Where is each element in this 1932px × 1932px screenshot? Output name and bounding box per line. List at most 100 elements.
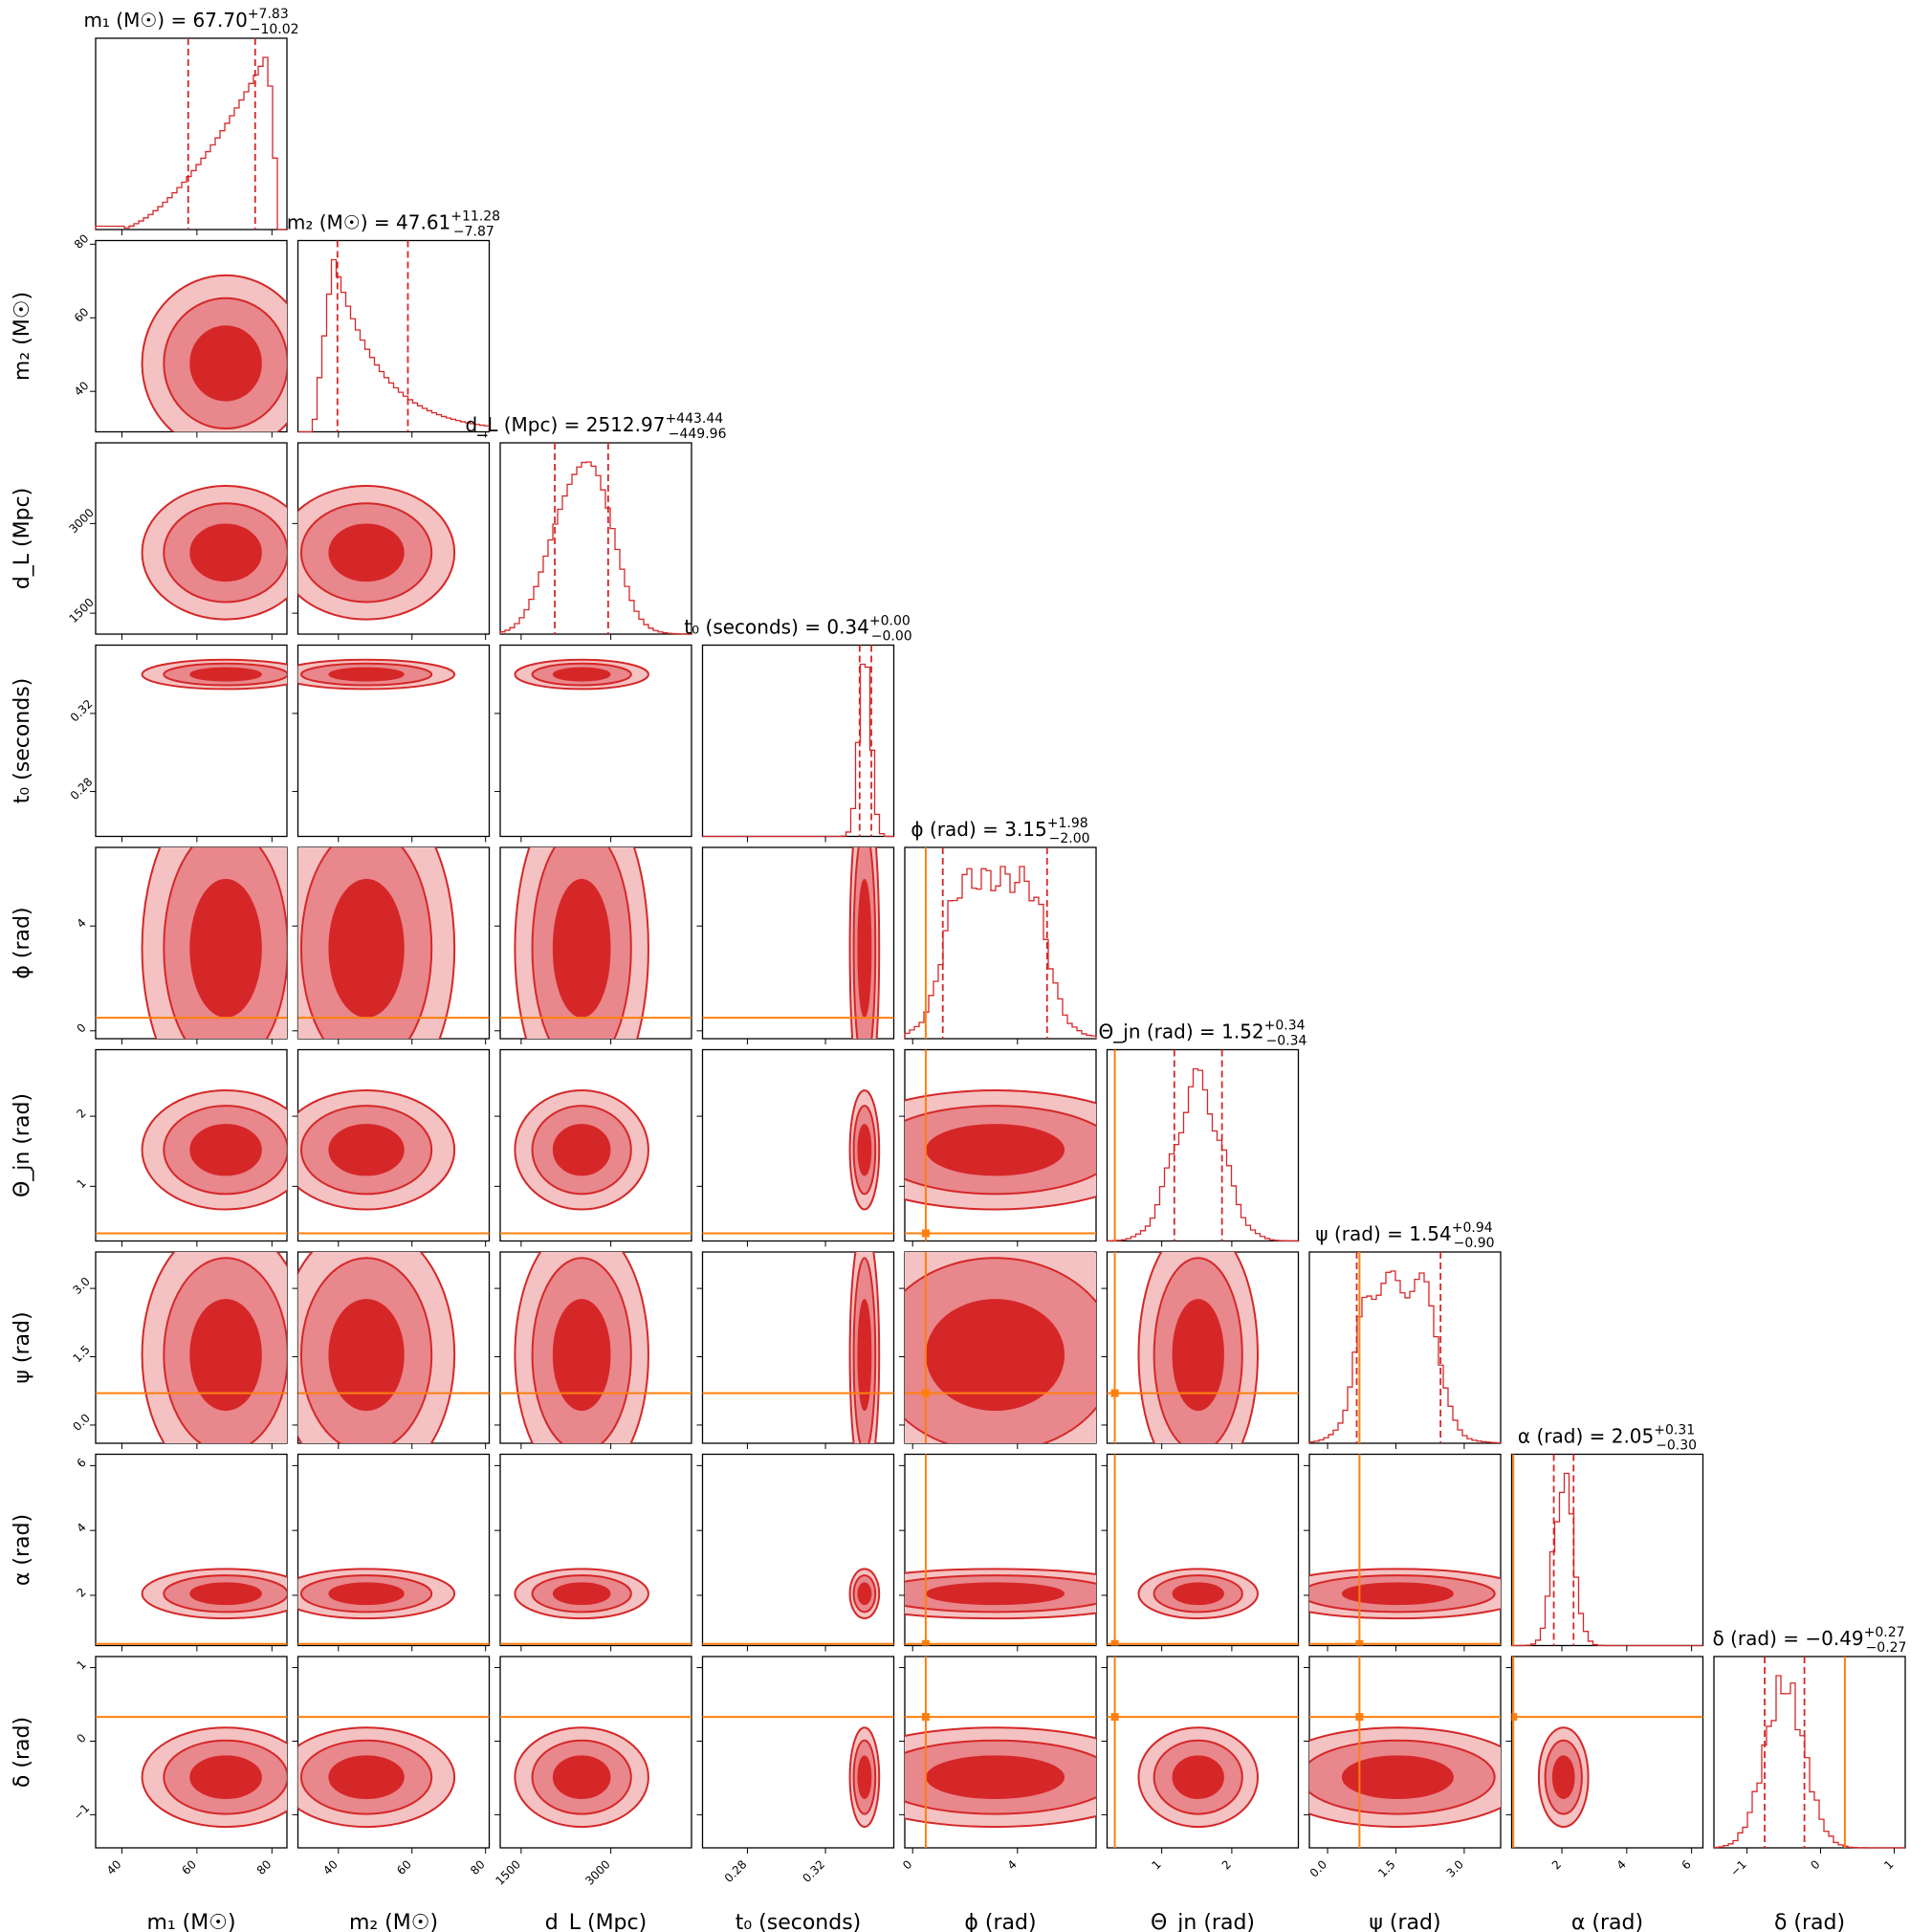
- contour-1sigma: [1341, 1582, 1454, 1606]
- contour-1sigma: [925, 1124, 1065, 1176]
- contour-1sigma: [552, 667, 611, 682]
- histogram-t0: [702, 663, 895, 838]
- x-axis-label-alpha: α (rad): [1571, 1911, 1643, 1932]
- hist-panel-psi: ψ (rad) = 1.54+0.94 −0.90: [1308, 1220, 1502, 1449]
- contour-1sigma: [328, 1582, 405, 1606]
- y-tick-label: 6: [75, 1456, 89, 1470]
- contour-1sigma: [328, 878, 405, 1019]
- x-tick-label: 1.5: [1375, 1857, 1397, 1879]
- contour-panel-dL-delta: [494, 1656, 692, 1854]
- y-tick-label: 80: [72, 231, 92, 252]
- x-axis-label-t0: t₀ (seconds): [735, 1911, 862, 1932]
- contour-1sigma: [857, 878, 872, 1019]
- y-tick-label: 2: [75, 1585, 89, 1599]
- contour-panel-theta-alpha: [1101, 1453, 1300, 1652]
- truth-point: [921, 1389, 930, 1397]
- hist-panel-phi: ϕ (rad) = 3.15+1.98 −2.00: [904, 816, 1097, 1044]
- x-tick-label: 4: [1614, 1857, 1629, 1872]
- y-tick-label: 0: [75, 1731, 89, 1745]
- contour-panel-m2-t0: [292, 644, 491, 843]
- y-tick-label: 4: [75, 1521, 89, 1535]
- x-tick-label: 40: [104, 1857, 124, 1877]
- contour-1sigma: [189, 325, 262, 402]
- histogram-phi: [904, 866, 1097, 1039]
- contour-1sigma: [328, 1124, 405, 1176]
- contour-panel-m1-dL: [90, 442, 288, 640]
- histogram-theta: [1106, 1067, 1300, 1242]
- contour-1sigma: [925, 1755, 1065, 1799]
- y-tick-label: 3000: [66, 506, 96, 536]
- y-axis-label-dL: d_L (Mpc): [11, 488, 34, 589]
- x-axis-label-delta: δ (rad): [1774, 1911, 1845, 1932]
- y-tick-label: 0.32: [68, 697, 96, 725]
- x-tick-label: 80: [254, 1857, 274, 1877]
- contour-panel-m1-t0: [90, 644, 288, 843]
- truth-point: [1355, 1639, 1364, 1646]
- panel-frame: [296, 239, 491, 433]
- contour-1sigma: [1172, 1582, 1224, 1606]
- contour-panel-m2-dL: [292, 442, 491, 640]
- contour-panel-t0-delta: [696, 1656, 895, 1854]
- contour-panel-m1-alpha: [90, 1453, 288, 1652]
- panel-title-delta: δ (rad) = −0.49+0.27 −0.27: [1713, 1625, 1907, 1656]
- contour-1sigma: [189, 523, 262, 582]
- hist-panel-m2: m₂ (M☉) = 47.61+11.28 −7.87: [287, 209, 500, 438]
- panel-frame: [1510, 1656, 1704, 1849]
- y-tick-label: 40: [72, 379, 92, 399]
- truth-point: [921, 1229, 930, 1238]
- contour-1sigma: [552, 1299, 611, 1412]
- contour-1sigma: [328, 1755, 405, 1799]
- contour-panel-theta-psi: [1101, 1251, 1300, 1449]
- contour-1sigma: [189, 1124, 262, 1176]
- histogram-psi: [1308, 1270, 1502, 1444]
- contour-1sigma: [189, 1299, 262, 1412]
- x-tick-label: 3.0: [1444, 1857, 1466, 1879]
- hist-panel-theta: Θ_jn (rad) = 1.52+0.34 −0.34: [1099, 1019, 1307, 1247]
- truth-point: [921, 1713, 930, 1722]
- y-tick-label: 1500: [66, 596, 96, 626]
- contour-1sigma: [552, 1124, 611, 1176]
- contour-panel-dL-t0: [494, 644, 692, 843]
- truth-point: [1511, 1713, 1518, 1722]
- x-tick-label: 60: [179, 1857, 199, 1877]
- contour-1sigma: [189, 1755, 262, 1799]
- panel-title-phi: ϕ (rad) = 3.15+1.98 −2.00: [911, 816, 1089, 846]
- x-axis-label-psi: ψ (rad): [1369, 1911, 1440, 1932]
- x-tick-label: 6: [1679, 1857, 1693, 1872]
- x-tick-label: 4: [1005, 1857, 1020, 1872]
- truth-point: [921, 1639, 930, 1646]
- contour-panel-psi-delta: [1304, 1656, 1502, 1854]
- histogram-dL: [499, 461, 692, 635]
- contour-1sigma: [189, 878, 262, 1019]
- contour-panel-m1-phi: [90, 846, 288, 1044]
- y-axis-label-phi: ϕ (rad): [11, 907, 34, 978]
- contour-1sigma: [189, 1582, 262, 1606]
- x-tick-label: 2: [1549, 1857, 1564, 1872]
- y-axis-label-psi: ψ (rad): [11, 1311, 34, 1383]
- contour-panel-dL-theta: [494, 1048, 692, 1247]
- y-axis-label-m2: m₂ (M☉): [11, 292, 34, 381]
- contour-1sigma: [1172, 1755, 1224, 1799]
- contour-panel-m2-theta: [292, 1048, 491, 1247]
- x-tick-label: 1500: [493, 1857, 522, 1887]
- x-axis-label-dL: d_L (Mpc): [545, 1911, 647, 1932]
- contour-panel-t0-phi: [696, 846, 895, 1044]
- panel-frame: [1308, 1251, 1502, 1444]
- contour-1sigma: [328, 1299, 405, 1412]
- y-tick-label: −1: [71, 1801, 92, 1822]
- contour-1sigma: [189, 667, 262, 682]
- panel-title-m1: m₁ (M☉) = 67.70+7.83 −10.02: [83, 7, 298, 37]
- truth-point: [1110, 1389, 1119, 1397]
- contour-1sigma: [925, 1299, 1065, 1412]
- contour-panel-m2-delta: [292, 1656, 491, 1854]
- x-tick-label: 2: [1219, 1857, 1234, 1872]
- contour-1sigma: [925, 1582, 1065, 1606]
- y-tick-label: 1.5: [70, 1343, 92, 1365]
- panel-title-alpha: α (rad) = 2.05+0.31 −0.30: [1518, 1423, 1697, 1454]
- contour-panel-phi-theta: [899, 1048, 1097, 1247]
- hist-panel-t0: t₀ (seconds) = 0.34+0.00 −0.00: [684, 614, 912, 843]
- panel-title-m2: m₂ (M☉) = 47.61+11.28 −7.87: [287, 209, 500, 240]
- contour-panel-m2-alpha: [292, 1453, 491, 1652]
- y-tick-label: 3.0: [70, 1275, 92, 1297]
